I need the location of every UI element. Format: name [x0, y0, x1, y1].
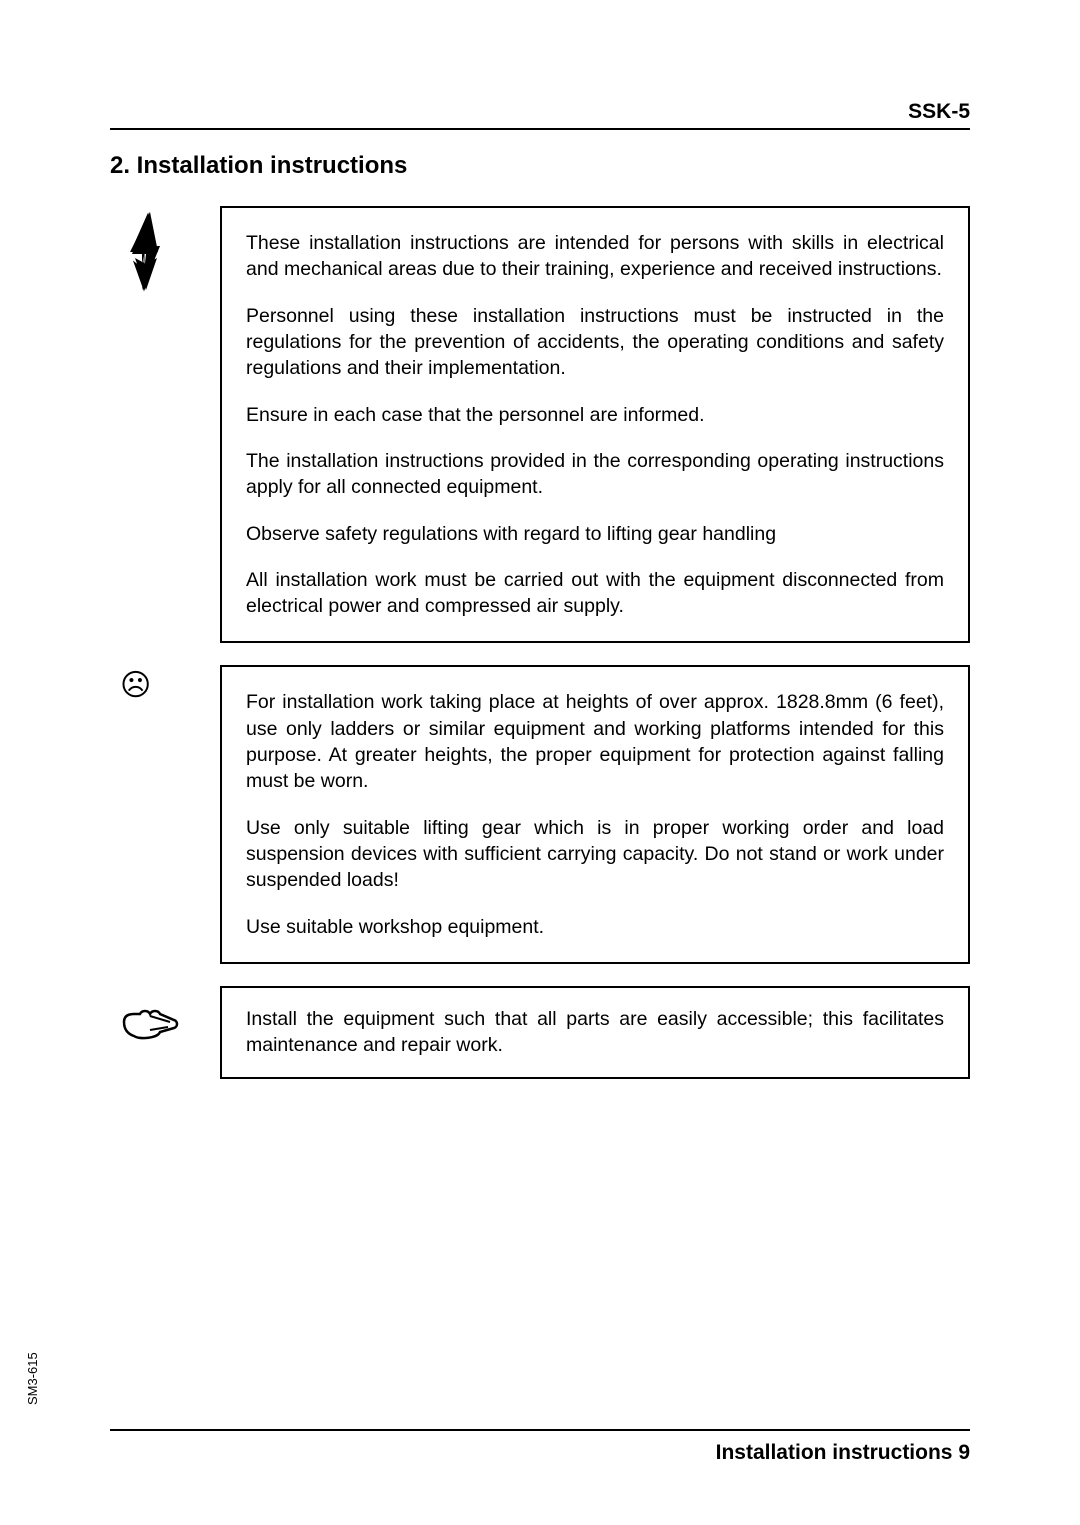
footer-text: Installation instructions 9 — [110, 1441, 970, 1465]
warning-block-height: ☹ For installation work taking place at … — [110, 665, 970, 964]
header: SSK-5 — [110, 100, 970, 130]
header-rule — [110, 128, 970, 130]
page-container: SSK-5 2. Installation instructions These… — [0, 0, 1080, 1525]
footer-rule — [110, 1429, 970, 1431]
icon-column — [110, 986, 220, 1044]
note-block-access: Install the equipment such that all part… — [110, 986, 970, 1079]
paragraph: The installation instructions provided i… — [246, 448, 944, 501]
lightning-icon — [120, 212, 170, 292]
paragraph: These installation instructions are inte… — [246, 230, 944, 283]
footer: Installation instructions 9 — [110, 1429, 970, 1465]
paragraph: Ensure in each case that the personnel a… — [246, 402, 944, 428]
paragraph: Use only suitable lifting gear which is … — [246, 815, 944, 894]
document-id: SSK-5 — [110, 100, 970, 128]
paragraph: Use suitable workshop equipment. — [246, 914, 944, 940]
instruction-box-2: For installation work taking place at he… — [220, 665, 970, 964]
section-title: 2. Installation instructions — [110, 152, 970, 180]
icon-column: ☹ — [110, 665, 220, 701]
box-column: For installation work taking place at he… — [220, 665, 970, 964]
paragraph: Personnel using these installation instr… — [246, 303, 944, 382]
pointing-hand-icon — [120, 1004, 182, 1044]
warning-block-electrical: These installation instructions are inte… — [110, 206, 970, 643]
paragraph: Install the equipment such that all part… — [246, 1006, 944, 1059]
paragraph: Observe safety regulations with regard t… — [246, 521, 944, 547]
sad-face-icon: ☹ — [120, 669, 151, 702]
side-code: SM3-615 — [25, 1352, 40, 1405]
paragraph: For installation work taking place at he… — [246, 689, 944, 794]
paragraph: All installation work must be carried ou… — [246, 567, 944, 620]
icon-column — [110, 206, 220, 292]
box-column: Install the equipment such that all part… — [220, 986, 970, 1079]
instruction-box-1: These installation instructions are inte… — [220, 206, 970, 643]
box-column: These installation instructions are inte… — [220, 206, 970, 643]
instruction-box-3: Install the equipment such that all part… — [220, 986, 970, 1079]
